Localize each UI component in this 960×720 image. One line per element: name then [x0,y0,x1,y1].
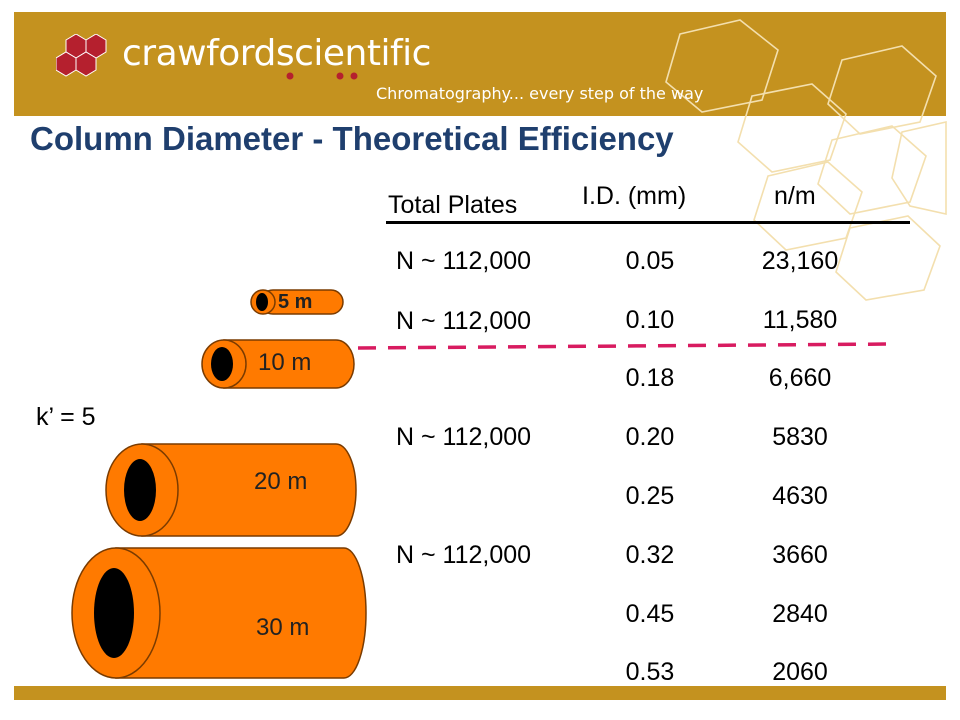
id-cell: 0.25 [625,482,675,510]
brand-tagline: Chromatography... every step of the way [376,84,704,103]
nm-cell: 2840 [772,600,828,628]
plates-cell: N ~ 112,000 [396,541,532,569]
header-inner-diameter: I.D. (mm) [582,182,687,210]
nm-cell: 4630 [772,482,828,510]
nm-cell: 6,660 [768,364,832,392]
nm-cell: 11,580 [762,306,838,334]
id-cell: 0.18 [625,364,675,392]
footer-bar [14,686,946,700]
nm-cell: 2060 [772,658,828,686]
column-length-label: 30 m [256,614,310,641]
id-cell: 0.45 [625,600,675,628]
header-total-plates: Total Plates [388,191,518,219]
column-length-label: 5 m [278,291,313,313]
brand-dots-icon [286,72,358,80]
nm-cell: 5830 [772,423,828,451]
column-30m-icon [71,547,367,679]
brand-logo-icon [56,34,107,77]
header-plates-per-metre: n/m [774,182,816,210]
brand-name: crawfordscientific [122,33,431,74]
id-cell: 0.32 [625,541,675,569]
column-5m-icon [250,289,344,315]
slide-title: Column Diameter - Theoretical Efficiency [30,120,674,157]
id-cell: 0.05 [625,247,675,275]
nm-cell: 3660 [772,541,828,569]
nm-cell: 23,160 [761,247,839,275]
id-cell: 0.10 [625,306,675,334]
plates-cell: N ~ 112,000 [396,247,532,275]
column-20m-icon [105,443,357,537]
column-length-label: 20 m [254,468,308,495]
column-10m-icon [201,339,355,389]
plates-cell: N ~ 112,000 [396,307,532,335]
column-length-label: 10 m [258,349,312,376]
header-banner [14,12,946,116]
capacity-factor-label: k’ = 5 [36,403,96,431]
header-rule [386,221,910,224]
plates-cell: N ~ 112,000 [396,423,532,451]
id-cell: 0.20 [625,423,675,451]
id-cell: 0.53 [625,658,675,686]
